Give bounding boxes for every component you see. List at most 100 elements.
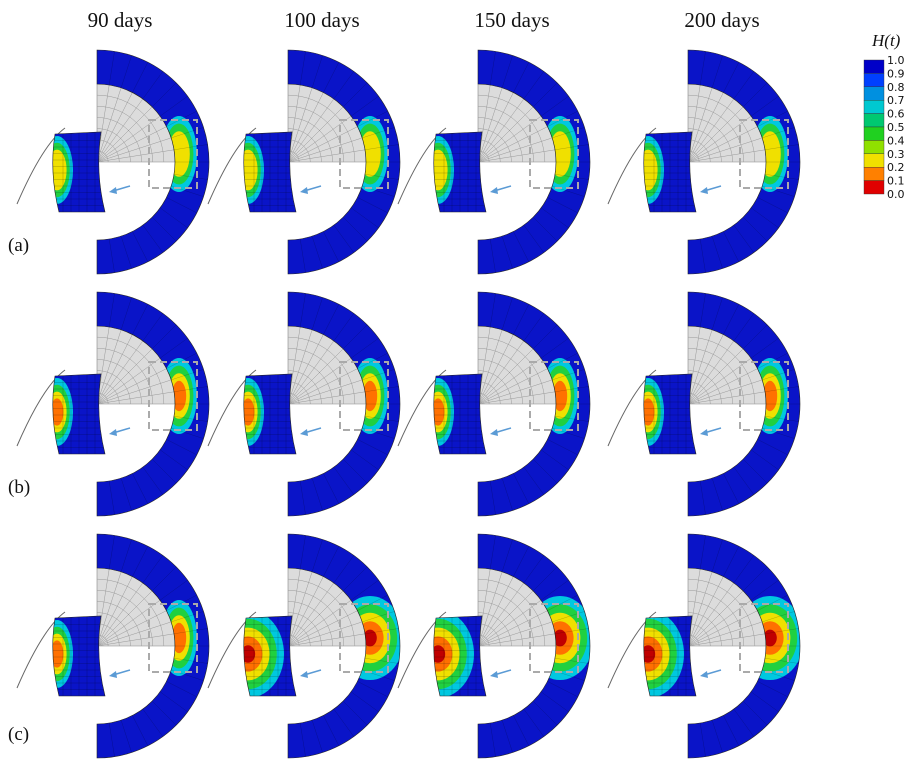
mesh-line xyxy=(96,379,172,405)
ring-mesh xyxy=(311,720,323,753)
ring-mesh xyxy=(362,369,395,381)
mesh-line xyxy=(287,334,324,405)
mesh-line xyxy=(287,368,358,405)
inset-outline xyxy=(643,131,697,213)
ring-mesh xyxy=(350,449,379,471)
ring-mesh xyxy=(765,657,799,664)
mesh-line xyxy=(687,379,763,405)
ring-mesh xyxy=(750,449,779,471)
mesh-line xyxy=(687,582,735,647)
mesh-line xyxy=(687,348,744,405)
damage-zone xyxy=(643,645,656,663)
ring-mesh xyxy=(159,95,188,117)
mesh-line xyxy=(477,126,548,163)
ring-mesh xyxy=(742,324,768,350)
zoom-box xyxy=(739,361,789,431)
ring-mesh xyxy=(132,715,149,746)
inset-arc xyxy=(207,611,257,689)
inset xyxy=(433,374,486,454)
mesh-line xyxy=(287,621,363,647)
inset-outline xyxy=(52,131,106,213)
mesh-line xyxy=(477,98,525,163)
mesh-line xyxy=(477,94,546,163)
mesh-line xyxy=(687,329,713,405)
ring-mesh xyxy=(540,95,569,117)
mesh-line xyxy=(287,137,363,163)
inset xyxy=(52,374,105,454)
mesh-line xyxy=(477,336,546,405)
ring-mesh xyxy=(547,352,578,369)
mesh-line xyxy=(687,571,713,647)
mesh-line xyxy=(96,340,144,405)
ring-mesh xyxy=(523,555,545,584)
mesh-line xyxy=(687,336,756,405)
damage-zone xyxy=(433,645,446,663)
mesh-line xyxy=(687,612,722,647)
inset-arc xyxy=(607,369,657,447)
mesh-line xyxy=(687,137,763,163)
ring-mesh xyxy=(333,71,355,100)
ring-mesh xyxy=(365,173,399,180)
ring-mesh xyxy=(757,110,788,127)
ring-mesh xyxy=(120,539,132,572)
ring-mesh xyxy=(723,62,740,93)
inset xyxy=(52,616,105,696)
mesh-line xyxy=(687,126,758,163)
inset-outline xyxy=(433,615,487,697)
ring-mesh xyxy=(174,386,208,393)
mesh-line xyxy=(96,391,175,405)
ring-mesh xyxy=(501,297,513,330)
mesh-line xyxy=(477,117,523,163)
ring xyxy=(288,292,400,516)
arrow-head xyxy=(700,187,708,194)
mesh-line xyxy=(287,612,322,647)
ring-mesh xyxy=(357,352,388,369)
ring-mesh xyxy=(733,224,755,253)
mesh-line xyxy=(287,359,333,405)
ring-mesh xyxy=(699,51,706,85)
mesh-line xyxy=(687,391,766,405)
ring-mesh xyxy=(765,415,799,422)
ring-mesh xyxy=(342,458,368,484)
ring-mesh xyxy=(555,657,589,664)
ring-mesh xyxy=(350,95,379,117)
ring-mesh xyxy=(742,700,768,726)
ring-mesh xyxy=(108,723,115,757)
row-label: (a) xyxy=(8,235,29,256)
mesh-line xyxy=(96,590,153,647)
inset-arc xyxy=(16,369,66,447)
ring-mesh xyxy=(532,566,558,592)
mesh-line xyxy=(287,336,356,405)
ring-mesh xyxy=(350,207,379,229)
ring-mesh xyxy=(699,293,706,327)
ring-mesh xyxy=(699,239,706,273)
ring-mesh xyxy=(513,231,530,262)
ring-mesh xyxy=(552,611,585,623)
ring-mesh xyxy=(365,386,399,393)
ring-mesh xyxy=(765,628,799,635)
ring-mesh xyxy=(299,723,306,757)
ring-mesh xyxy=(757,197,788,214)
mesh-line xyxy=(96,106,153,163)
colorbar-band xyxy=(863,73,885,88)
ring-mesh xyxy=(132,231,149,262)
damage-zone xyxy=(643,149,658,191)
damage-zone xyxy=(433,398,445,426)
ring-mesh xyxy=(532,82,558,108)
ring-mesh xyxy=(166,110,197,127)
ring-mesh xyxy=(540,691,569,713)
ring-mesh xyxy=(501,720,513,753)
ring-mesh xyxy=(171,611,204,623)
ring-mesh xyxy=(733,313,755,342)
ring-mesh xyxy=(342,216,368,242)
colorbar-band xyxy=(863,59,885,74)
inset-arc xyxy=(207,369,257,447)
mesh-line xyxy=(287,348,344,405)
mesh-line xyxy=(96,334,133,405)
mesh-line xyxy=(287,98,335,163)
mesh-line xyxy=(96,117,142,163)
colorbar-label: 0.6 xyxy=(887,108,905,121)
arrow-head xyxy=(109,187,117,194)
ring-mesh xyxy=(132,62,149,93)
ring-mesh xyxy=(151,700,177,726)
